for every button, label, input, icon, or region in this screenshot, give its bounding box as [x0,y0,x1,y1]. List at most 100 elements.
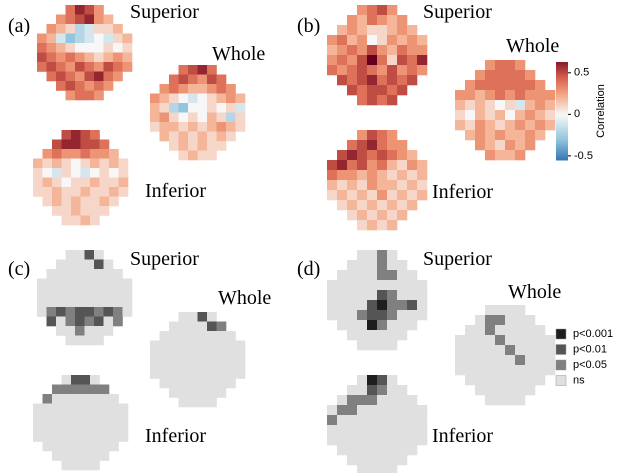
cell [407,290,418,301]
cell [455,90,466,101]
cell [42,422,53,433]
cell [377,290,388,301]
cell [99,206,110,216]
cell [52,196,62,207]
cell [216,321,227,332]
cell [377,425,388,436]
cell [515,375,526,386]
cell [357,465,368,473]
cell [525,325,536,336]
cell [159,350,170,360]
cell [75,259,85,270]
cell [207,74,217,85]
cell [357,310,368,321]
cell [357,75,368,86]
cell [94,259,104,270]
cell [387,290,398,301]
cell [377,150,388,161]
cell [417,425,428,436]
cell [337,270,348,281]
cell [99,384,110,395]
cell [178,122,189,132]
cell [118,187,129,197]
cell [387,310,398,321]
cell [84,335,95,346]
colorbar-segment [556,145,568,148]
cell [397,140,408,151]
cell [485,110,496,121]
cell [90,177,100,188]
cell [387,330,398,341]
cell [65,297,76,308]
cell [357,270,368,281]
cell [207,359,217,370]
cell [387,130,398,141]
cell [545,345,556,356]
cell [505,305,516,316]
cell [80,413,91,423]
cell [94,14,104,25]
cell [327,190,338,201]
cell [178,321,189,332]
cell [535,365,546,376]
cell [475,355,486,366]
cell [397,310,408,321]
colorbar-segment [556,151,568,154]
cell [387,75,398,86]
cell [178,312,189,322]
cell [94,81,104,91]
cell [515,355,526,366]
cell [367,270,378,281]
colorbar-segment [556,107,568,110]
cell [495,100,506,111]
cell [169,141,179,151]
cell [226,340,236,351]
cell [197,340,208,351]
colorbar-segment [556,143,568,146]
cell [407,425,418,436]
cell [84,278,95,289]
cell [387,85,398,96]
colorbar-segment [556,104,568,107]
cell [377,45,388,56]
cell [197,131,208,142]
cell [61,168,72,178]
cell [367,445,378,456]
colorbar-segment [556,84,568,87]
cell [71,149,81,159]
cell [122,33,133,44]
cell [113,278,123,289]
cell [377,5,388,16]
cell [377,465,388,473]
colorbar-segment [556,102,568,105]
colorbar-segment [556,156,568,159]
cell [387,140,398,151]
cell [357,435,368,446]
map-title: Inferior [145,425,206,447]
cell [109,168,119,178]
cell [347,160,358,171]
cell [367,15,378,26]
cell [397,385,408,396]
cell [417,55,428,66]
cell [367,385,378,396]
cell [46,278,57,289]
cell [90,441,100,452]
colorbar-segment [556,148,568,151]
cell [465,100,476,111]
colorbar-segment [556,70,568,73]
cell [357,280,368,291]
cell [367,250,378,261]
cell [46,307,57,317]
cell [337,310,348,321]
cell [495,70,506,81]
cell [505,60,516,71]
cell [397,415,408,426]
cell [397,150,408,161]
cell [99,422,110,433]
cell [407,405,418,416]
cell [94,288,104,298]
colorbar-segment [556,96,568,99]
cell [377,280,388,291]
cell [65,259,76,270]
